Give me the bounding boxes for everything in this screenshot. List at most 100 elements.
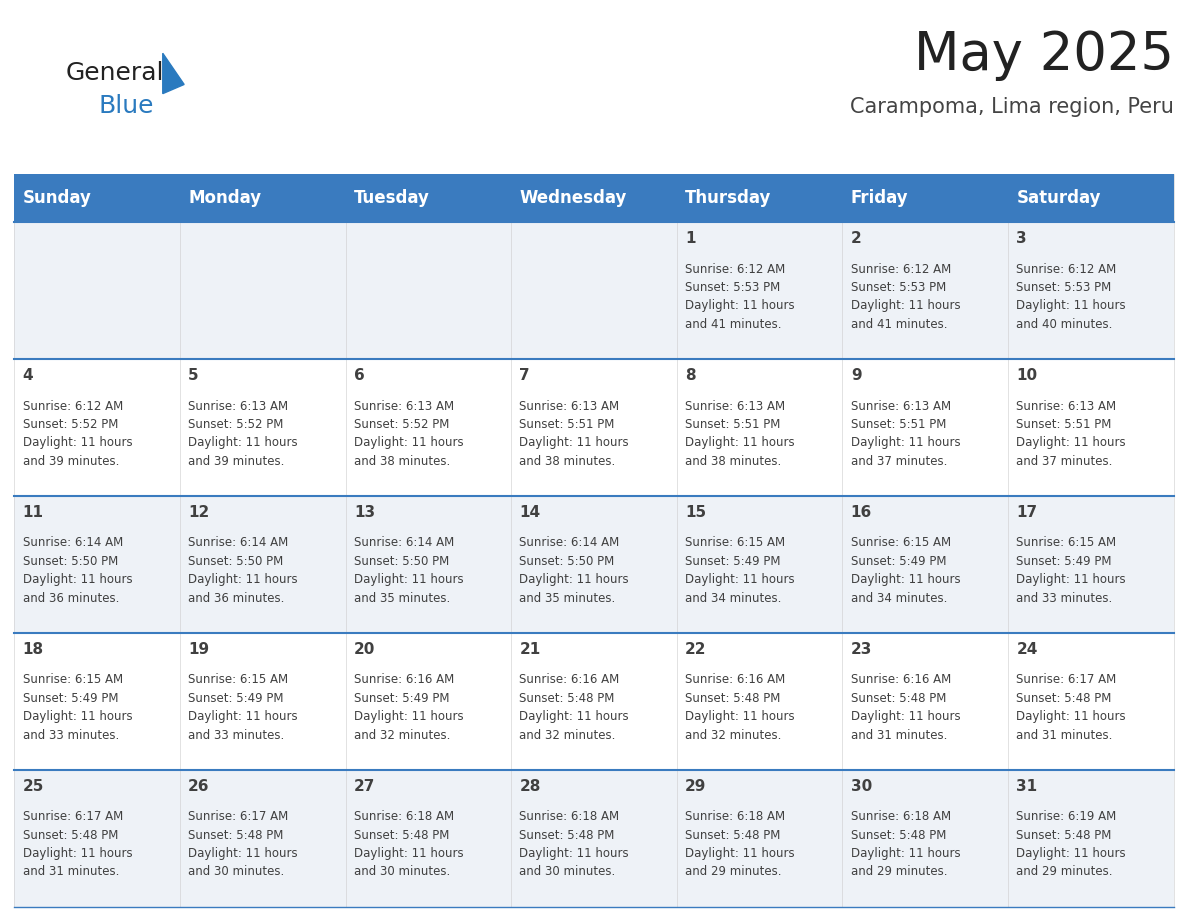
Text: Daylight: 11 hours: Daylight: 11 hours bbox=[1017, 711, 1126, 723]
Text: 25: 25 bbox=[23, 779, 44, 794]
Text: and 38 minutes.: and 38 minutes. bbox=[685, 454, 782, 467]
Text: Sunrise: 6:13 AM: Sunrise: 6:13 AM bbox=[354, 399, 454, 412]
Text: Sunrise: 6:18 AM: Sunrise: 6:18 AM bbox=[685, 811, 785, 823]
Text: 13: 13 bbox=[354, 505, 375, 521]
Text: and 31 minutes.: and 31 minutes. bbox=[1017, 729, 1113, 742]
Text: Daylight: 11 hours: Daylight: 11 hours bbox=[685, 711, 795, 723]
Text: Sunset: 5:51 PM: Sunset: 5:51 PM bbox=[519, 418, 615, 431]
Text: and 34 minutes.: and 34 minutes. bbox=[685, 591, 782, 605]
Text: and 40 minutes.: and 40 minutes. bbox=[1017, 318, 1113, 330]
Text: 28: 28 bbox=[519, 779, 541, 794]
Text: Sunrise: 6:13 AM: Sunrise: 6:13 AM bbox=[1017, 399, 1117, 412]
Text: and 32 minutes.: and 32 minutes. bbox=[519, 729, 615, 742]
Text: Sunrise: 6:12 AM: Sunrise: 6:12 AM bbox=[851, 263, 952, 275]
Text: Daylight: 11 hours: Daylight: 11 hours bbox=[188, 436, 298, 449]
Text: 9: 9 bbox=[851, 368, 861, 384]
Bar bbox=[179, 496, 346, 633]
Text: Sunday: Sunday bbox=[23, 189, 91, 207]
Bar bbox=[1009, 222, 1174, 359]
Text: Sunset: 5:48 PM: Sunset: 5:48 PM bbox=[519, 692, 615, 705]
Text: Daylight: 11 hours: Daylight: 11 hours bbox=[23, 711, 132, 723]
Text: Sunrise: 6:18 AM: Sunrise: 6:18 AM bbox=[354, 811, 454, 823]
Text: and 31 minutes.: and 31 minutes. bbox=[851, 729, 947, 742]
Text: and 38 minutes.: and 38 minutes. bbox=[519, 454, 615, 467]
Text: and 41 minutes.: and 41 minutes. bbox=[851, 318, 947, 330]
Polygon shape bbox=[163, 53, 184, 94]
Bar bbox=[179, 770, 346, 907]
Text: Monday: Monday bbox=[188, 189, 261, 207]
Text: and 34 minutes.: and 34 minutes. bbox=[851, 591, 947, 605]
Bar bbox=[14, 633, 179, 770]
Text: 23: 23 bbox=[851, 643, 872, 657]
Text: 11: 11 bbox=[23, 505, 44, 521]
Text: 31: 31 bbox=[1017, 779, 1037, 794]
Text: Daylight: 11 hours: Daylight: 11 hours bbox=[1017, 436, 1126, 449]
Text: Sunrise: 6:16 AM: Sunrise: 6:16 AM bbox=[519, 674, 620, 687]
Text: Sunrise: 6:13 AM: Sunrise: 6:13 AM bbox=[519, 399, 620, 412]
Text: and 37 minutes.: and 37 minutes. bbox=[851, 454, 947, 467]
Text: Sunrise: 6:18 AM: Sunrise: 6:18 AM bbox=[851, 811, 950, 823]
Text: Sunset: 5:50 PM: Sunset: 5:50 PM bbox=[354, 554, 449, 568]
Text: Sunrise: 6:15 AM: Sunrise: 6:15 AM bbox=[188, 674, 289, 687]
Text: 5: 5 bbox=[188, 368, 198, 384]
Text: Daylight: 11 hours: Daylight: 11 hours bbox=[23, 573, 132, 587]
Bar bbox=[179, 633, 346, 770]
Text: Sunrise: 6:13 AM: Sunrise: 6:13 AM bbox=[685, 399, 785, 412]
Bar bbox=[14, 359, 179, 496]
Text: Sunrise: 6:16 AM: Sunrise: 6:16 AM bbox=[354, 674, 454, 687]
Bar bbox=[511, 359, 677, 496]
Text: and 38 minutes.: and 38 minutes. bbox=[354, 454, 450, 467]
Text: and 35 minutes.: and 35 minutes. bbox=[354, 591, 450, 605]
Text: Sunset: 5:48 PM: Sunset: 5:48 PM bbox=[685, 829, 781, 842]
Text: Sunset: 5:48 PM: Sunset: 5:48 PM bbox=[851, 829, 946, 842]
Text: 29: 29 bbox=[685, 779, 707, 794]
Text: Daylight: 11 hours: Daylight: 11 hours bbox=[685, 847, 795, 860]
Text: 21: 21 bbox=[519, 643, 541, 657]
Text: Sunset: 5:48 PM: Sunset: 5:48 PM bbox=[519, 829, 615, 842]
Text: Friday: Friday bbox=[851, 189, 909, 207]
Text: and 29 minutes.: and 29 minutes. bbox=[685, 866, 782, 879]
Text: 30: 30 bbox=[851, 779, 872, 794]
Text: Daylight: 11 hours: Daylight: 11 hours bbox=[851, 847, 960, 860]
Text: Sunrise: 6:12 AM: Sunrise: 6:12 AM bbox=[685, 263, 785, 275]
Text: Sunrise: 6:15 AM: Sunrise: 6:15 AM bbox=[685, 536, 785, 550]
Bar bbox=[842, 770, 1009, 907]
Text: Daylight: 11 hours: Daylight: 11 hours bbox=[188, 573, 298, 587]
Text: 8: 8 bbox=[685, 368, 696, 384]
Text: Blue: Blue bbox=[99, 94, 154, 118]
Text: and 31 minutes.: and 31 minutes. bbox=[23, 866, 119, 879]
Text: and 33 minutes.: and 33 minutes. bbox=[1017, 591, 1113, 605]
Text: and 36 minutes.: and 36 minutes. bbox=[23, 591, 119, 605]
Text: Daylight: 11 hours: Daylight: 11 hours bbox=[851, 573, 960, 587]
Text: Daylight: 11 hours: Daylight: 11 hours bbox=[188, 711, 298, 723]
Bar bbox=[511, 496, 677, 633]
Text: Sunrise: 6:12 AM: Sunrise: 6:12 AM bbox=[23, 399, 122, 412]
Text: Carampoma, Lima region, Peru: Carampoma, Lima region, Peru bbox=[849, 97, 1174, 118]
Text: May 2025: May 2025 bbox=[914, 29, 1174, 81]
Text: General: General bbox=[65, 62, 164, 85]
Text: Sunset: 5:51 PM: Sunset: 5:51 PM bbox=[685, 418, 781, 431]
Text: Sunrise: 6:14 AM: Sunrise: 6:14 AM bbox=[23, 536, 122, 550]
Text: Sunset: 5:52 PM: Sunset: 5:52 PM bbox=[354, 418, 449, 431]
Bar bbox=[1009, 496, 1174, 633]
Text: Sunrise: 6:17 AM: Sunrise: 6:17 AM bbox=[23, 811, 122, 823]
Text: Tuesday: Tuesday bbox=[354, 189, 430, 207]
Text: Sunset: 5:53 PM: Sunset: 5:53 PM bbox=[851, 281, 946, 294]
Text: 17: 17 bbox=[1017, 505, 1037, 521]
Text: Daylight: 11 hours: Daylight: 11 hours bbox=[851, 436, 960, 449]
Text: 20: 20 bbox=[354, 643, 375, 657]
Text: Saturday: Saturday bbox=[1017, 189, 1101, 207]
Text: and 30 minutes.: and 30 minutes. bbox=[188, 866, 284, 879]
Bar bbox=[677, 633, 842, 770]
Bar bbox=[346, 496, 511, 633]
Text: Sunset: 5:51 PM: Sunset: 5:51 PM bbox=[851, 418, 946, 431]
Text: 3: 3 bbox=[1017, 231, 1028, 246]
Text: Daylight: 11 hours: Daylight: 11 hours bbox=[23, 847, 132, 860]
Bar bbox=[179, 174, 346, 222]
Text: 6: 6 bbox=[354, 368, 365, 384]
Text: 15: 15 bbox=[685, 505, 706, 521]
Text: Daylight: 11 hours: Daylight: 11 hours bbox=[851, 711, 960, 723]
Text: 27: 27 bbox=[354, 779, 375, 794]
Text: Sunrise: 6:15 AM: Sunrise: 6:15 AM bbox=[1017, 536, 1117, 550]
Text: Sunset: 5:53 PM: Sunset: 5:53 PM bbox=[1017, 281, 1112, 294]
